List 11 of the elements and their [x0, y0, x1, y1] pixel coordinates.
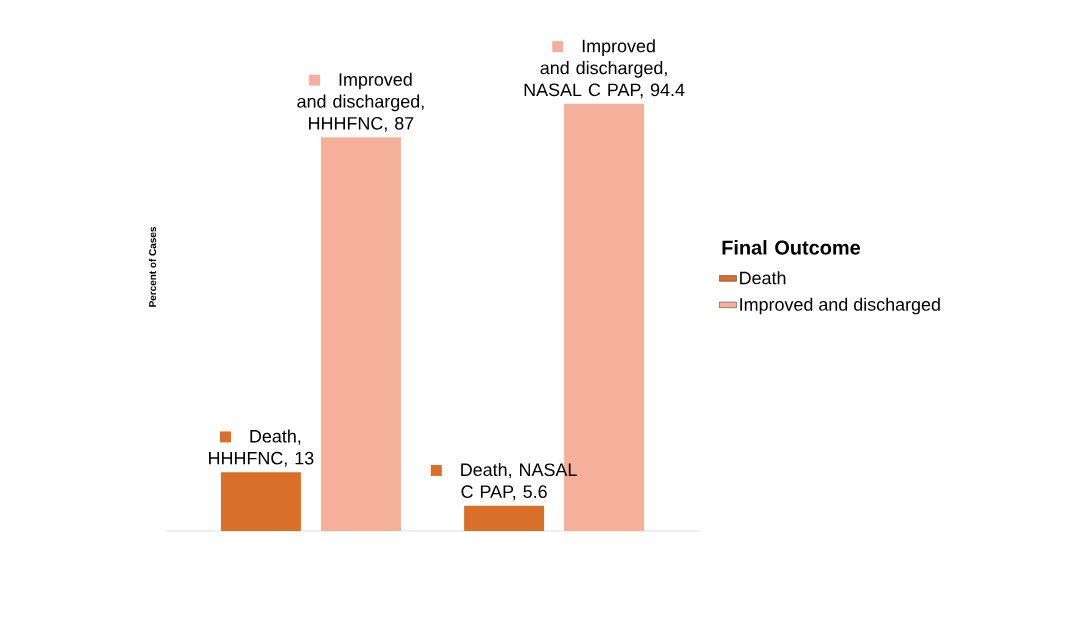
data-label: Death, HHHFNC, 13: [209, 429, 314, 467]
bar: [464, 505, 545, 531]
data-label: Death, NASAL C PAP, 5.6: [461, 462, 577, 501]
legend-title: Final Outcome: [722, 240, 861, 255]
legend-label: Death: [740, 271, 786, 285]
data-label: Improved and discharged, HHHFNC, 87: [297, 72, 424, 132]
legend-label: Improved and discharged: [740, 297, 940, 315]
bar: [320, 137, 401, 531]
data-label: Improved and discharged, NASAL C PAP, 94.4: [524, 39, 685, 99]
y-axis-title: Percent of Cases: [148, 226, 157, 307]
bar: [220, 472, 301, 531]
